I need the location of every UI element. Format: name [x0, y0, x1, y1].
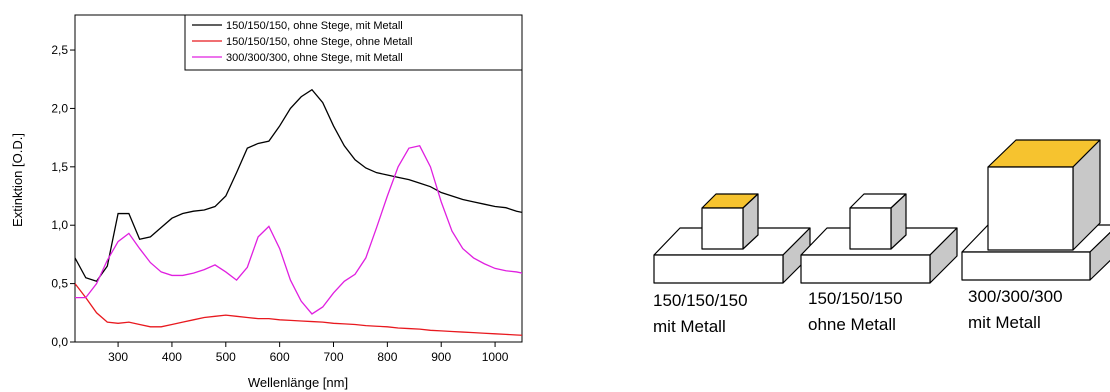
- x-tick-label: 800: [377, 350, 397, 364]
- x-tick-label: 600: [270, 350, 290, 364]
- y-tick-label: 0,5: [51, 277, 68, 291]
- caption: 150/150/150: [808, 289, 903, 308]
- caption: mit Metall: [968, 313, 1041, 332]
- y-tick-label: 2,0: [51, 101, 68, 115]
- diagram: [653, 139, 1110, 284]
- y-tick-label: 1,5: [51, 160, 68, 174]
- caption: 300/300/300: [968, 287, 1063, 306]
- slab-front: [800, 254, 931, 284]
- y-axis-label: Extinktion [O.D.]: [10, 133, 25, 227]
- legend-label: 150/150/150, ohne Stege, ohne Metall: [226, 36, 413, 48]
- slab-front: [653, 254, 784, 284]
- cube-front: [701, 207, 744, 250]
- x-tick-label: 400: [162, 350, 182, 364]
- x-tick-label: 1000: [482, 350, 509, 364]
- legend-label: 300/300/300, ohne Stege, mit Metall: [226, 52, 403, 64]
- y-tick-label: 2,5: [51, 43, 68, 57]
- legend-box: [184, 14, 523, 71]
- slab-front: [961, 251, 1091, 281]
- x-tick-label: 300: [108, 350, 128, 364]
- series-line: [75, 145, 522, 315]
- legend-label: 150/150/150, ohne Stege, mit Metall: [226, 20, 403, 32]
- series-line: [75, 88, 522, 283]
- x-tick-label: 500: [216, 350, 236, 364]
- cube-front: [849, 207, 892, 250]
- x-tick-label: 900: [431, 350, 451, 364]
- caption: 150/150/150: [653, 291, 748, 310]
- cube-front: [987, 166, 1074, 251]
- y-tick-label: 1,0: [51, 218, 68, 232]
- series-line: [75, 283, 522, 336]
- y-tick-label: 0,0: [51, 335, 68, 349]
- x-tick-label: 700: [323, 350, 343, 364]
- caption: ohne Metall: [808, 315, 896, 334]
- caption: mit Metall: [653, 317, 726, 336]
- x-axis-label: Wellenlänge [nm]: [248, 375, 348, 390]
